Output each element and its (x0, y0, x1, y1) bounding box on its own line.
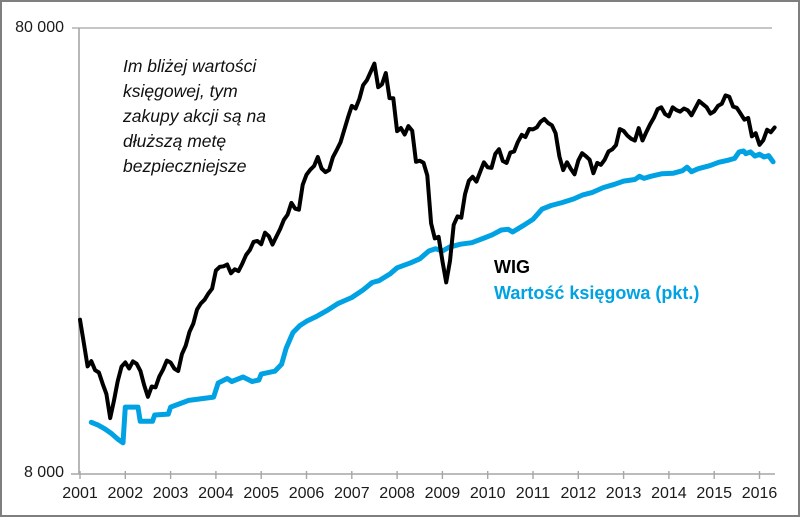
annotation-line: księgowej, tym (123, 81, 238, 101)
x-tick-label: 2004 (198, 485, 234, 502)
wig-series-line (78, 61, 777, 421)
annotation-line: bezpieczniejsze (123, 156, 247, 176)
x-tick-label: 2015 (696, 485, 732, 502)
x-tick-label: 2012 (560, 485, 597, 502)
legend-label-wig: WIG (494, 257, 530, 277)
y-tick-label-8000: 8 000 (23, 464, 64, 481)
x-tick-label: 2013 (605, 485, 642, 502)
x-axis-labels: 2001 2002 2003 2004 2005 2006 2007 2008 2009 2010… (2, 485, 798, 507)
annotation-line: zakupy akcji są na (123, 106, 266, 126)
x-tick-label: 2002 (107, 485, 144, 502)
annotation-text: Im bliżej wartości księgowej, tym zakupy… (123, 54, 353, 179)
x-tick-label: 2016 (741, 485, 778, 502)
x-tick-label: 2003 (152, 485, 189, 502)
x-tick-label: 2005 (243, 485, 279, 502)
x-tick-label: 2014 (651, 485, 687, 502)
x-tick-label: 2010 (469, 485, 506, 502)
annotation-line: dłuższą metę (123, 131, 227, 151)
x-tick-label: 2007 (334, 485, 370, 502)
x-tick-label: 2006 (288, 485, 325, 502)
x-tick-label: 2009 (424, 485, 461, 502)
x-tick-label: 2001 (62, 485, 98, 502)
y-tick-label-80000: 80 000 (15, 19, 64, 36)
annotation-line: Im bliżej wartości (123, 56, 257, 76)
x-tick-label: 2011 (515, 485, 551, 502)
legend-label-book-value: Wartość księgowa (pkt.) (494, 283, 700, 303)
x-tick-label: 2008 (379, 485, 415, 502)
x-axis-ticks (79, 471, 761, 479)
